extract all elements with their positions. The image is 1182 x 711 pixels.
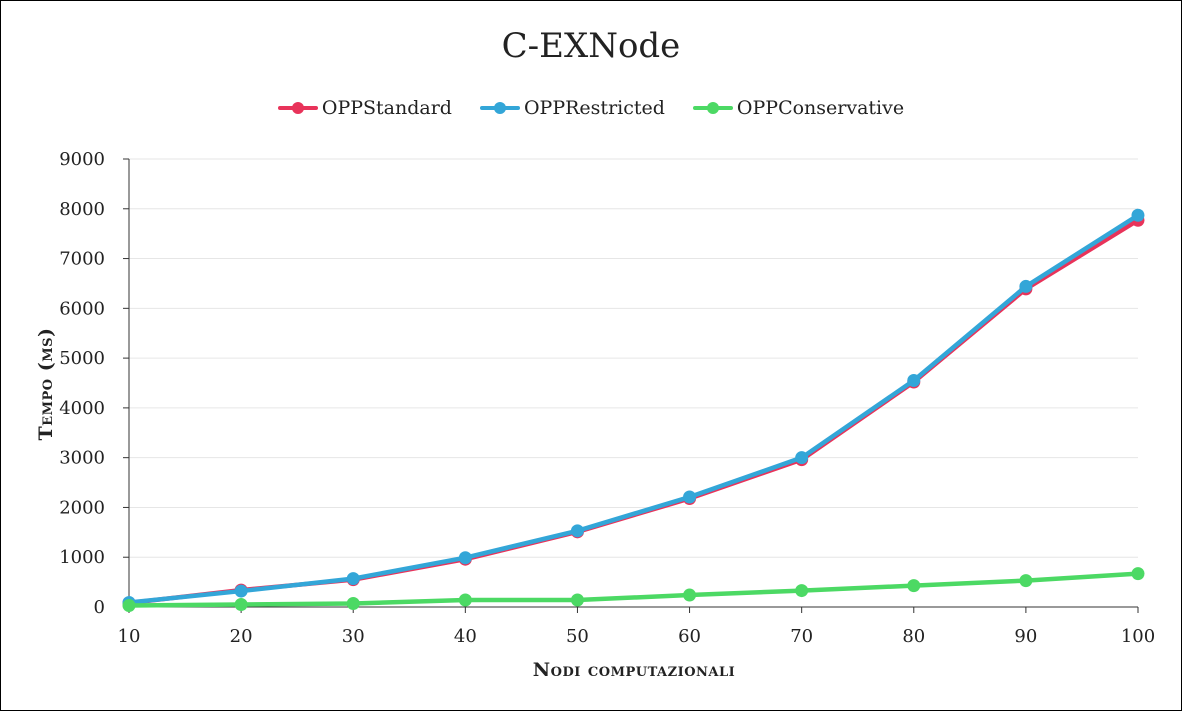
series-opprestricted: [122, 208, 1145, 610]
data-point: [234, 598, 248, 612]
y-tick-label: 2000: [59, 497, 105, 518]
x-axis-title: Nodi computazionali: [533, 659, 735, 681]
data-point: [1131, 208, 1145, 222]
y-tick-label: 3000: [59, 448, 105, 469]
y-tick-label: 5000: [59, 348, 105, 369]
data-point: [907, 374, 921, 388]
legend-item: OPPRestricted: [479, 96, 665, 120]
legend-swatch: [479, 96, 520, 120]
data-point: [570, 524, 584, 538]
data-point: [458, 593, 472, 607]
y-tick-label: 0: [94, 597, 105, 618]
y-tick-label: 4000: [59, 398, 105, 419]
y-tick-label: 7000: [59, 249, 105, 270]
data-point: [1019, 574, 1033, 588]
x-tick-label: 80: [902, 626, 925, 647]
grid-layer: [129, 158, 1138, 558]
data-point: [346, 597, 360, 611]
x-tick-label: 30: [342, 626, 365, 647]
x-tick-label: 40: [454, 626, 477, 647]
data-point: [683, 490, 697, 504]
y-axis-title: Tempo (ms): [35, 328, 57, 441]
series-line: [126, 212, 1141, 605]
chart-title: C-EXNode: [501, 26, 681, 66]
y-tick-label: 1000: [59, 547, 105, 568]
x-tick-label: 70: [790, 626, 813, 647]
series-oppstandard: [122, 213, 1145, 610]
data-point: [683, 588, 697, 602]
series-line: [126, 217, 1141, 606]
y-tick-label: 6000: [59, 298, 105, 319]
y-tick-label: 9000: [59, 149, 105, 170]
series-line: [126, 571, 1141, 608]
data-point: [458, 551, 472, 565]
data-point: [1131, 567, 1145, 581]
legend-item: OPPStandard: [277, 96, 452, 120]
data-point: [1019, 279, 1033, 293]
x-tick-label: 20: [230, 626, 253, 647]
data-point: [346, 572, 360, 586]
x-tick-label: 100: [1121, 626, 1155, 647]
legend-label: OPPConservative: [736, 97, 905, 119]
data-point: [570, 593, 584, 607]
legend-label: OPPStandard: [321, 97, 452, 119]
x-tick-label: 50: [566, 626, 589, 647]
series-oppconservative: [122, 567, 1145, 613]
y-tick-label: 8000: [59, 199, 105, 220]
data-point: [122, 599, 136, 613]
legend-swatch: [277, 96, 318, 120]
x-tick-label: 90: [1014, 626, 1037, 647]
x-tick-label: 10: [118, 626, 141, 647]
data-point: [234, 584, 248, 598]
legend-item: OPPConservative: [692, 96, 905, 120]
legend-swatch: [692, 96, 733, 120]
data-point: [907, 579, 921, 593]
data-point: [795, 584, 809, 598]
data-point: [795, 451, 809, 465]
legend: OPPStandard OPPRestricted OPPConservative: [0, 96, 1182, 120]
series-layer: [122, 208, 1145, 613]
x-tick-label: 60: [678, 626, 701, 647]
axis-layer: 0 1000 2000 3000 4000 5000 6000 7000 8000 9000 10 2…: [59, 149, 1155, 647]
legend-label: OPPRestricted: [523, 97, 665, 119]
